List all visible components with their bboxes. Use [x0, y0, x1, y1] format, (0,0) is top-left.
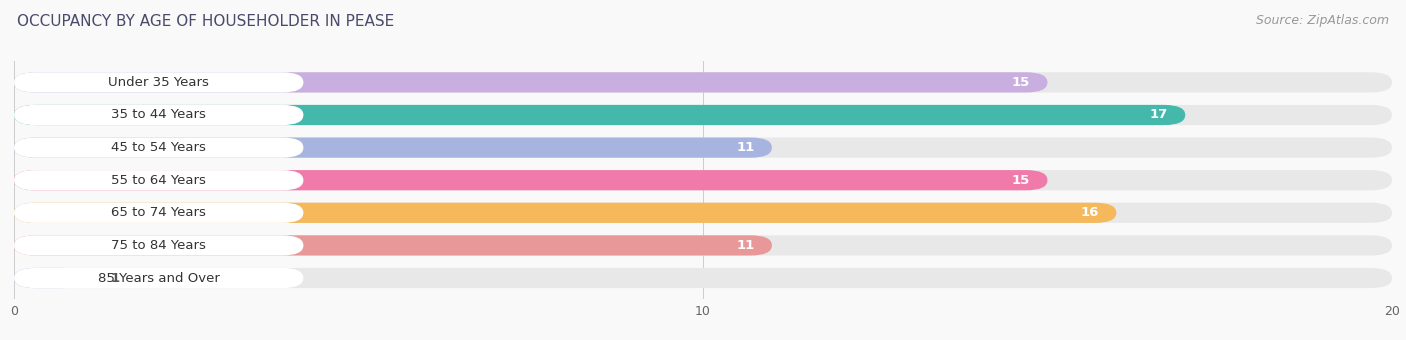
Text: 1: 1: [111, 272, 120, 285]
FancyBboxPatch shape: [14, 72, 1392, 92]
Text: 55 to 64 Years: 55 to 64 Years: [111, 174, 207, 187]
FancyBboxPatch shape: [14, 105, 304, 125]
FancyBboxPatch shape: [14, 72, 1047, 92]
FancyBboxPatch shape: [14, 268, 83, 288]
FancyBboxPatch shape: [14, 203, 304, 223]
FancyBboxPatch shape: [14, 137, 304, 158]
Text: Source: ZipAtlas.com: Source: ZipAtlas.com: [1256, 14, 1389, 27]
Text: 11: 11: [737, 239, 755, 252]
Text: 85 Years and Over: 85 Years and Over: [98, 272, 219, 285]
Text: 15: 15: [1012, 76, 1031, 89]
FancyBboxPatch shape: [14, 203, 1116, 223]
Text: 16: 16: [1081, 206, 1099, 219]
FancyBboxPatch shape: [14, 105, 1392, 125]
FancyBboxPatch shape: [14, 170, 1047, 190]
FancyBboxPatch shape: [14, 268, 1392, 288]
FancyBboxPatch shape: [14, 137, 772, 158]
FancyBboxPatch shape: [14, 170, 304, 190]
FancyBboxPatch shape: [14, 268, 304, 288]
FancyBboxPatch shape: [14, 72, 304, 92]
FancyBboxPatch shape: [14, 137, 1392, 158]
Text: 75 to 84 Years: 75 to 84 Years: [111, 239, 207, 252]
Text: Under 35 Years: Under 35 Years: [108, 76, 209, 89]
Text: 65 to 74 Years: 65 to 74 Years: [111, 206, 207, 219]
Text: 11: 11: [737, 141, 755, 154]
FancyBboxPatch shape: [14, 235, 1392, 256]
FancyBboxPatch shape: [14, 235, 304, 256]
Text: 35 to 44 Years: 35 to 44 Years: [111, 108, 207, 121]
FancyBboxPatch shape: [14, 203, 1392, 223]
FancyBboxPatch shape: [14, 105, 1185, 125]
Text: 45 to 54 Years: 45 to 54 Years: [111, 141, 207, 154]
FancyBboxPatch shape: [14, 170, 1392, 190]
Text: OCCUPANCY BY AGE OF HOUSEHOLDER IN PEASE: OCCUPANCY BY AGE OF HOUSEHOLDER IN PEASE: [17, 14, 394, 29]
Text: 17: 17: [1150, 108, 1168, 121]
FancyBboxPatch shape: [14, 235, 772, 256]
Text: 15: 15: [1012, 174, 1031, 187]
